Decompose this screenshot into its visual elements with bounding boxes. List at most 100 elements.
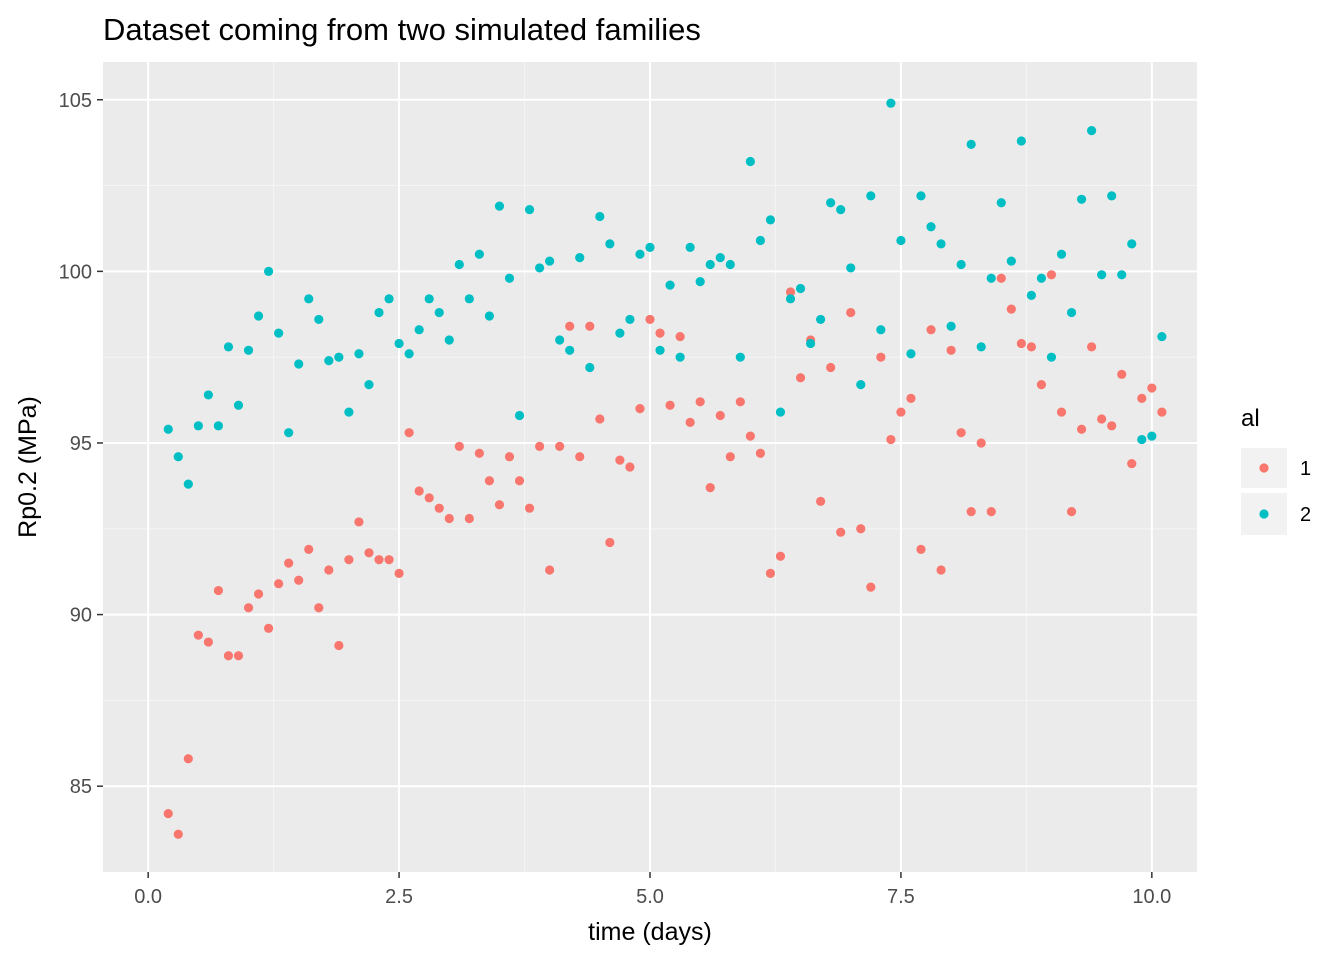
data-point-series-2 (675, 352, 685, 362)
data-point-series-2 (264, 266, 274, 276)
data-point-series-2 (1147, 431, 1157, 441)
legend-marker-1 (1259, 463, 1269, 473)
data-point-series-1 (284, 558, 294, 568)
x-axis-ticks: 0.0 2.5 5.0 7.5 10.0 (134, 872, 1171, 908)
data-point-series-1 (1026, 342, 1036, 352)
data-point-series-2 (1056, 249, 1067, 259)
data-point-series-2 (1016, 136, 1026, 146)
y-tick-label: 100 (59, 261, 92, 283)
data-point-series-1 (334, 640, 344, 651)
data-point-series-2 (454, 259, 464, 270)
data-point-series-2 (223, 342, 234, 352)
data-point-series-2 (414, 325, 424, 335)
data-point-series-2 (906, 349, 916, 359)
data-point-series-2 (896, 235, 906, 246)
data-point-series-1 (193, 630, 203, 640)
data-point-series-1 (555, 441, 565, 452)
data-point-series-1 (454, 441, 464, 452)
data-point-series-1 (183, 754, 193, 764)
legend-label-2: 2 (1300, 504, 1311, 526)
data-point-series-2 (304, 294, 314, 304)
data-point-series-1 (414, 486, 424, 496)
data-point-series-2 (344, 407, 354, 417)
x-tick-label: 2.5 (385, 886, 413, 908)
data-point-series-1 (735, 397, 745, 407)
data-point-series-1 (765, 568, 776, 578)
data-point-series-2 (996, 198, 1006, 208)
data-point-series-2 (1066, 307, 1077, 318)
data-point-series-1 (595, 414, 605, 424)
data-points (163, 98, 1167, 839)
data-point-series-2 (1026, 290, 1036, 300)
data-point-series-1 (1137, 393, 1147, 403)
data-point-series-2 (655, 345, 665, 355)
data-point-series-2 (504, 273, 515, 283)
data-point-series-2 (284, 428, 294, 438)
data-point-series-2 (1117, 270, 1127, 280)
data-point-series-2 (976, 342, 986, 352)
data-point-series-2 (494, 201, 505, 211)
data-point-series-1 (876, 352, 886, 362)
data-point-series-2 (916, 191, 926, 201)
data-point-series-1 (545, 565, 555, 575)
data-point-series-1 (775, 551, 786, 561)
data-point-series-1 (1016, 338, 1026, 349)
data-point-series-1 (635, 404, 645, 414)
legend-title: al (1241, 405, 1260, 432)
data-point-series-2 (384, 294, 394, 304)
data-point-series-2 (233, 400, 244, 410)
data-point-series-2 (986, 273, 996, 283)
data-point-series-2 (1006, 256, 1016, 266)
data-point-series-1 (374, 555, 384, 565)
data-point-series-2 (1097, 270, 1107, 280)
data-point-series-1 (665, 400, 675, 410)
data-point-series-1 (655, 328, 665, 338)
x-axis-title: time (days) (588, 918, 712, 946)
data-point-series-1 (384, 555, 394, 565)
x-tick-label: 10.0 (1132, 886, 1171, 908)
data-point-series-1 (725, 452, 735, 462)
data-point-series-2 (765, 215, 776, 225)
data-point-series-1 (514, 476, 525, 486)
y-tick-label: 85 (70, 776, 92, 798)
y-tick-label: 95 (70, 433, 92, 455)
data-point-series-1 (785, 287, 796, 297)
data-point-series-2 (956, 259, 966, 270)
data-point-series-1 (484, 476, 495, 486)
chart-title: Dataset coming from two simulated famili… (103, 12, 701, 47)
data-point-series-1 (264, 623, 274, 633)
data-point-series-1 (1076, 424, 1087, 434)
data-point-series-2 (193, 421, 203, 431)
data-point-series-2 (695, 277, 705, 287)
data-point-series-2 (524, 204, 535, 215)
data-point-series-1 (795, 373, 806, 383)
data-point-series-1 (1056, 407, 1067, 417)
data-point-series-2 (444, 335, 454, 345)
data-point-series-1 (444, 513, 454, 524)
data-point-series-1 (625, 462, 635, 472)
data-point-series-2 (213, 421, 224, 431)
data-point-series-2 (394, 338, 404, 349)
legend-label-1: 1 (1300, 458, 1311, 480)
data-point-series-1 (1097, 414, 1107, 424)
data-point-series-2 (203, 390, 213, 400)
data-point-series-2 (725, 259, 735, 270)
data-point-series-2 (474, 249, 484, 259)
data-point-series-1 (916, 544, 926, 554)
data-point-series-1 (233, 651, 244, 661)
data-point-series-1 (163, 809, 173, 819)
data-point-series-1 (404, 428, 414, 438)
data-point-series-1 (1006, 304, 1016, 314)
data-point-series-2 (555, 335, 565, 345)
data-point-series-2 (514, 410, 525, 421)
data-point-series-2 (1137, 434, 1147, 445)
data-point-series-1 (274, 579, 284, 589)
data-point-series-1 (705, 482, 715, 493)
data-point-series-1 (1087, 342, 1097, 352)
data-point-series-2 (755, 235, 766, 246)
data-point-series-1 (605, 537, 615, 548)
data-point-series-1 (886, 434, 896, 445)
data-point-series-1 (585, 321, 595, 331)
data-point-series-2 (886, 98, 896, 108)
data-point-series-1 (695, 397, 705, 407)
